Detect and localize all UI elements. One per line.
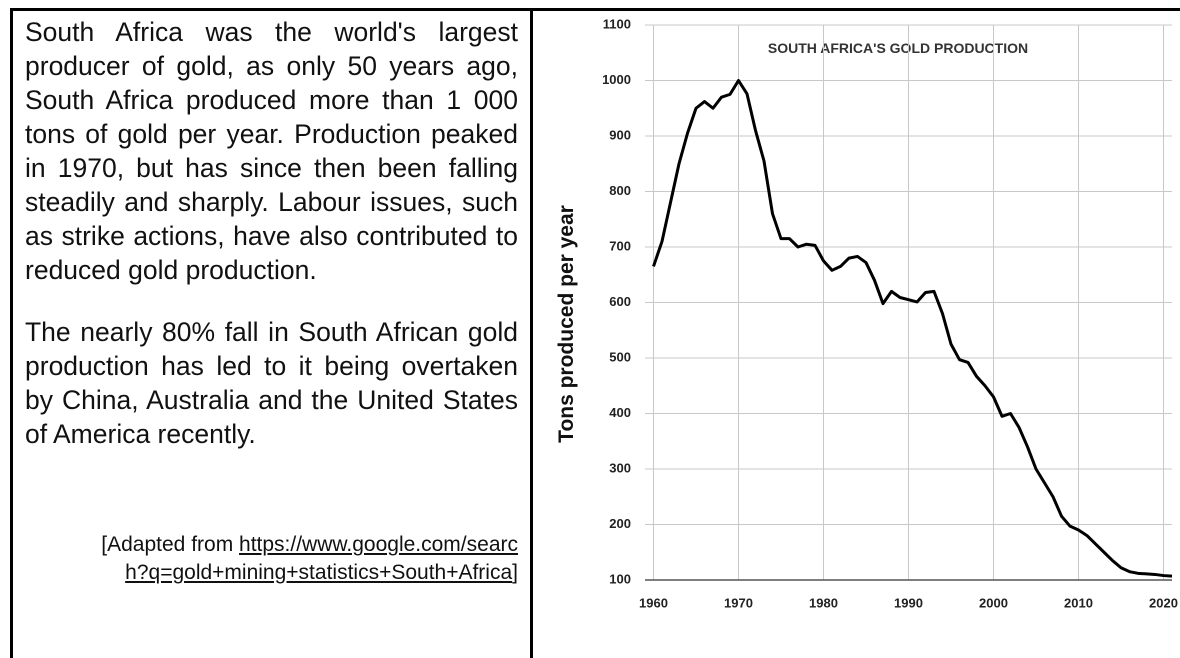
y-tick-label: 900 (609, 127, 631, 142)
y-tick-label: 1100 (603, 16, 631, 31)
chart: SOUTH AFRICA'S GOLD PRODUCTION Tons prod… (555, 16, 1178, 610)
text-panel: South Africa was the world's largest pro… (10, 8, 533, 658)
y-tick-label: 700 (609, 238, 631, 253)
data-line (652, 79, 1173, 578)
chart-title: SOUTH AFRICA'S GOLD PRODUCTION (768, 40, 1028, 56)
x-tick-label: 1960 (639, 595, 668, 610)
x-tick-label: 2010 (1064, 595, 1093, 610)
paragraph: The nearly 80% fall in South African gol… (25, 317, 518, 449)
x-tick-label: 1980 (809, 595, 838, 610)
source-suffix: ] (512, 561, 518, 584)
y-tick-label: 1000 (602, 72, 631, 87)
x-tick-label: 1990 (894, 595, 923, 610)
x-tick-label: 2020 (1149, 595, 1178, 610)
y-tick-label: 500 (609, 349, 631, 364)
y-tick-label: 400 (609, 405, 631, 420)
source-link[interactable]: https://www.google.com/search?q=gold+min… (125, 533, 518, 584)
border (533, 8, 1180, 11)
y-tick-label: 100 (609, 571, 631, 586)
y-tick-label: 300 (609, 460, 631, 475)
source-prefix: [Adapted from (101, 533, 234, 556)
x-tick-label: 1970 (724, 595, 753, 610)
x-tick-label: 2000 (979, 595, 1008, 610)
y-tick-label: 800 (609, 183, 631, 198)
source: [Adapted from https://www.google.com/sea… (78, 531, 518, 587)
y-tick-label: 600 (609, 294, 631, 309)
y-tick-label: 200 (609, 516, 631, 531)
y-axis-label: Tons produced per year (555, 205, 578, 443)
paragraph: South Africa was the world's largest pro… (25, 17, 518, 285)
